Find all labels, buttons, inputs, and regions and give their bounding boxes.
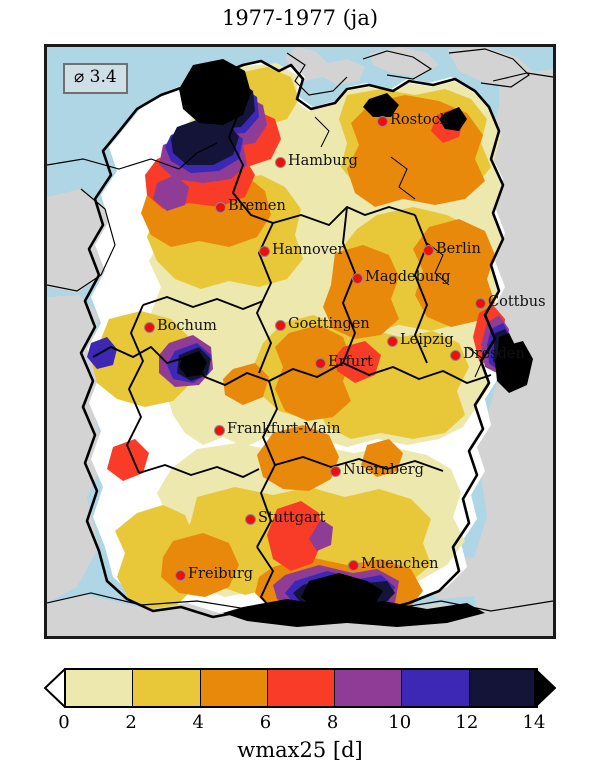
city-label: Erfurt: [328, 354, 373, 370]
colorbar-tick-8: 8: [326, 712, 339, 733]
rivers-layer: [314, 116, 484, 378]
city-label: Cottbus: [488, 294, 546, 310]
city-dot-icon: [377, 116, 388, 127]
city-dot-icon: [259, 246, 270, 257]
national-border: [79, 59, 505, 619]
colorbar-segment-1: [133, 670, 201, 706]
colorbar-tick-12: 12: [455, 712, 479, 733]
germany-climate-map: [47, 47, 553, 636]
mean-annotation-box: ⌀ 3.4: [63, 63, 128, 94]
state-borders: [92, 72, 492, 614]
city-dot-icon: [352, 273, 363, 284]
city-label: Bremen: [228, 198, 286, 214]
colorbar-segment-2: [200, 670, 268, 706]
colorbar-under-arrow: [44, 668, 66, 708]
city-label: Leipzig: [400, 332, 454, 348]
colorbar-segment-4: [335, 670, 403, 706]
city-label: Nuernberg: [343, 462, 424, 478]
city-label: Muenchen: [361, 556, 439, 572]
colorbar-gradient: [64, 668, 538, 708]
city-label: Bochum: [157, 318, 217, 334]
map-panel: ⌀ 3.4 Rostock Hamburg Bremen Hannover Berlin…: [44, 44, 556, 639]
city-dot-icon: [315, 358, 326, 369]
city-dot-icon: [330, 466, 341, 477]
colorbar-segment-3: [267, 670, 336, 706]
city-label: Freiburg: [188, 566, 254, 582]
colorbar-tick-4: 4: [192, 712, 205, 733]
colorbar-segment-6: [469, 670, 536, 706]
colorbar-tick-0: 0: [58, 712, 70, 733]
city-dot-icon: [423, 245, 434, 256]
city-dot-icon: [450, 350, 461, 361]
colorbar-label: wmax25 [d]: [237, 738, 363, 762]
colorbar-segment-5: [402, 670, 470, 706]
city-dot-icon: [275, 157, 286, 168]
city-label: Hannover: [272, 242, 345, 258]
city-label: Rostock: [390, 112, 449, 128]
city-dot-icon: [144, 322, 155, 333]
colorbar-over-arrow: [534, 668, 556, 708]
city-dot-icon: [275, 320, 286, 331]
city-label: Frankfurt-Main: [227, 421, 341, 437]
city-dot-icon: [175, 570, 186, 581]
city-dot-icon: [215, 202, 226, 213]
city-dot-icon: [214, 425, 225, 436]
colorbar-tick-6: 6: [259, 712, 272, 733]
colorbar-tick-14: 14: [522, 712, 546, 733]
colorbar-tick-10: 10: [388, 712, 412, 733]
borders-layer: [47, 48, 553, 612]
colorbar-segment-0: [66, 670, 134, 706]
page-title: 1977-1977 (ja): [221, 6, 379, 30]
colorbar-panel: 0 2 4 6 8 10 12 14 wmax25 [d]: [0, 660, 600, 780]
city-dot-icon: [348, 560, 359, 571]
city-label: Magdeburg: [365, 269, 451, 285]
city-label: Berlin: [436, 241, 481, 257]
city-label: Dresden: [463, 346, 525, 362]
city-label: Hamburg: [288, 153, 358, 169]
colorbar-tick-2: 2: [125, 712, 137, 733]
city-dot-icon: [475, 298, 486, 309]
city-dot-icon: [387, 336, 398, 347]
city-dot-icon: [245, 514, 256, 525]
city-label: Stuttgart: [258, 510, 326, 526]
city-label: Goettingen: [288, 316, 370, 332]
mean-annotation-text: ⌀ 3.4: [74, 67, 117, 87]
